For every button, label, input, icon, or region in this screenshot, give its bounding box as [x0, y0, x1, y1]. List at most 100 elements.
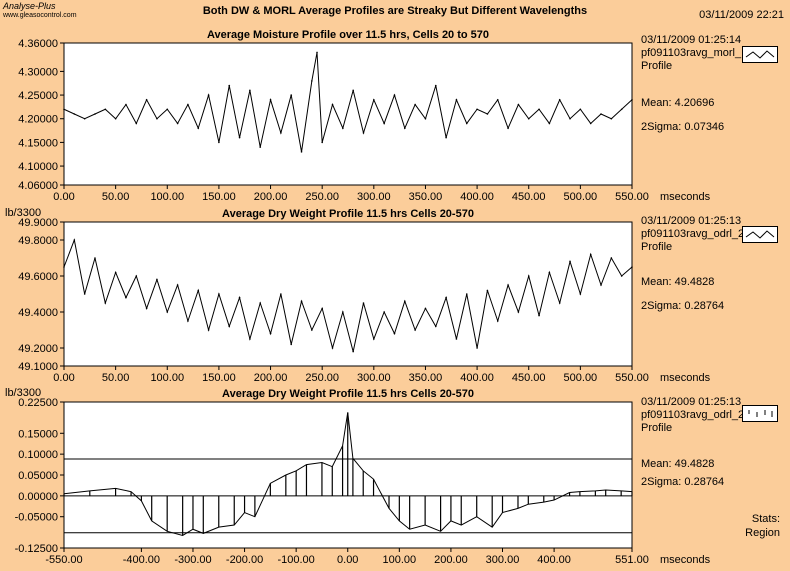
- x-tick-label: 450.00: [512, 191, 546, 203]
- data-point: [527, 275, 530, 277]
- line-trace-icon[interactable]: [742, 46, 778, 63]
- data-point: [311, 329, 313, 331]
- panel-2-info: 03/11/2009 01:25:13 pf091103ravg_odrl_2 …: [641, 215, 744, 254]
- data-point: [187, 320, 189, 322]
- data-point: [352, 350, 354, 353]
- panel-3-sigma: 2Sigma: 0.28764: [641, 476, 725, 488]
- panel-3-stats: Mean: 49.4828 2Sigma: 0.28764: [641, 458, 724, 489]
- y-tick-label: 0.05000: [18, 470, 58, 482]
- data-point: [548, 122, 551, 125]
- data-point: [73, 113, 76, 115]
- data-point: [486, 113, 489, 115]
- panel-3-info: 03/11/2009 01:25:13 pf091103ravg_odrl_2 …: [641, 396, 744, 435]
- data-point: [620, 108, 623, 111]
- app-url: www.gleasocontrol.com: [3, 12, 77, 19]
- panel-1-tag: pf091103ravg_morl_: [641, 47, 742, 59]
- data-point: [455, 99, 458, 101]
- data-point: [156, 117, 158, 120]
- data-point: [610, 117, 613, 120]
- y-tick-label: 49.8000: [18, 235, 58, 247]
- y-tick-label: 4.10000: [18, 161, 58, 173]
- data-point: [218, 141, 220, 144]
- y-tick-label: 4.36000: [18, 38, 58, 50]
- panel-2-sigma: 2Sigma: 0.28764: [641, 300, 725, 312]
- data-point: [589, 122, 592, 125]
- data-point: [269, 99, 272, 101]
- data-point: [342, 311, 344, 313]
- data-point: [362, 132, 365, 134]
- panel-2-tag: pf091103ravg_odrl_2: [641, 228, 745, 240]
- data-point: [527, 117, 530, 120]
- data-point: [94, 257, 96, 259]
- x-tick-label: 551.00: [615, 554, 649, 566]
- x-tick-label: 100.00: [383, 554, 417, 566]
- data-point: [558, 99, 561, 101]
- data-point: [114, 117, 117, 120]
- data-point: [465, 293, 468, 295]
- y-tick-label: 49.4000: [18, 307, 58, 319]
- data-point: [404, 300, 406, 303]
- x-tick-label: 50.00: [102, 372, 130, 384]
- data-point: [331, 347, 334, 349]
- region-label: Region: [745, 527, 780, 539]
- x-tick-label: 400.00: [537, 554, 571, 566]
- data-point: [373, 338, 375, 340]
- data-point: [311, 80, 313, 82]
- data-point: [300, 300, 303, 303]
- data-point: [280, 293, 282, 295]
- data-point: [228, 84, 231, 87]
- data-point: [321, 141, 323, 144]
- data-point: [610, 257, 613, 259]
- chart-2-plot-area: [63, 221, 633, 367]
- panel-1-mean: Mean: 4.20696: [641, 97, 715, 109]
- data-point: [94, 113, 96, 115]
- data-point: [321, 307, 323, 310]
- y-tick-label: 0.15000: [18, 428, 58, 440]
- data-point: [538, 314, 540, 317]
- data-point: [145, 99, 148, 101]
- x-tick-label: -300.00: [174, 554, 211, 566]
- panel-1-sigma: 2Sigma: 0.07346: [641, 121, 725, 133]
- data-point: [517, 103, 520, 106]
- chart-1-title: Average Moisture Profile over 11.5 hrs, …: [207, 29, 489, 41]
- data-point: [476, 108, 478, 111]
- data-point: [393, 94, 396, 96]
- data-point: [249, 338, 251, 340]
- data-point: [156, 278, 158, 281]
- data-point: [558, 302, 561, 304]
- data-point: [83, 293, 86, 295]
- y-tick-label: 4.20000: [18, 114, 58, 126]
- panel-2-mean: Mean: 49.4828: [641, 276, 715, 288]
- data-point: [125, 296, 127, 299]
- data-point: [383, 122, 385, 125]
- data-point: [486, 289, 489, 292]
- page-title: Both DW & MORL Average Profiles are Stre…: [202, 5, 588, 17]
- x-tick-label: 100.00: [150, 191, 184, 203]
- stats-region-button[interactable]: Stats: Region: [745, 512, 780, 540]
- data-point: [83, 117, 86, 120]
- x-tick-label: 200.00: [254, 191, 288, 203]
- chart-3-title: Average Dry Weight Profile 11.5 hrs Cell…: [222, 388, 474, 400]
- y-tick-label: 49.9000: [18, 217, 58, 229]
- line-trace-icon[interactable]: [742, 226, 778, 243]
- data-point: [316, 51, 318, 54]
- y-tick-label: 0.10000: [18, 449, 58, 461]
- data-point: [600, 113, 602, 115]
- panel-3-tag: pf091103ravg_odrl_2: [641, 409, 745, 421]
- x-tick-label: 350.00: [409, 372, 443, 384]
- data-point: [238, 296, 241, 299]
- data-point: [176, 122, 179, 125]
- tick-marks-icon[interactable]: [742, 405, 778, 422]
- data-point: [569, 260, 571, 263]
- panel-2-timestamp: 03/11/2009 01:25:13: [641, 215, 742, 227]
- data-point: [187, 103, 189, 106]
- data-point: [517, 311, 520, 313]
- data-point: [424, 117, 427, 120]
- data-point: [434, 325, 437, 328]
- data-point: [290, 94, 293, 96]
- panel-1-profile-label: Profile: [641, 60, 673, 72]
- data-point: [393, 332, 396, 335]
- data-point: [269, 332, 272, 335]
- panel-1-info: 03/11/2009 01:25:14 pf091103ravg_morl_ P…: [641, 34, 741, 73]
